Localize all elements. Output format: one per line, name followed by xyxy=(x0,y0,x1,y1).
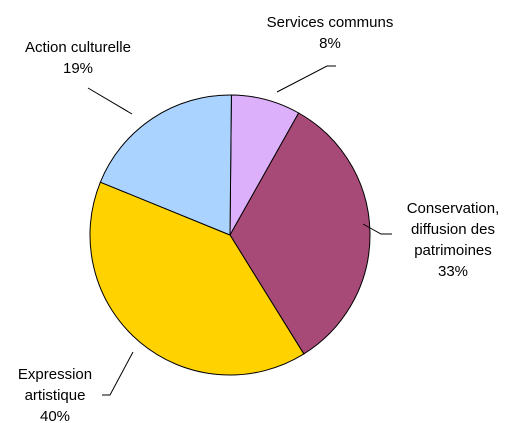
label-expression-line1: Expression xyxy=(18,366,92,383)
pie-slices xyxy=(89,94,371,376)
label-action-value: 19% xyxy=(63,60,93,77)
leader-line-expression xyxy=(102,351,134,396)
label-conservation-line2: diffusion des xyxy=(411,221,495,238)
leader-line-conservation xyxy=(362,223,392,235)
label-conservation-line1: Conservation, xyxy=(407,200,500,217)
pie-slice-2 xyxy=(89,181,305,376)
pie-slice-1 xyxy=(229,112,371,355)
pie-slice-3 xyxy=(99,94,232,236)
leader-line-action xyxy=(87,87,133,115)
label-conservation-line3: patrimoines xyxy=(414,242,492,259)
leader-line-services xyxy=(276,65,336,93)
label-conservation-value: 33% xyxy=(438,263,468,280)
label-expression-value: 40% xyxy=(40,408,70,423)
label-services-value: 8% xyxy=(319,35,341,52)
label-action-name: Action culturelle xyxy=(25,39,131,56)
label-services-name: Services communs xyxy=(267,14,394,31)
label-expression-line2: artistique xyxy=(25,387,86,404)
